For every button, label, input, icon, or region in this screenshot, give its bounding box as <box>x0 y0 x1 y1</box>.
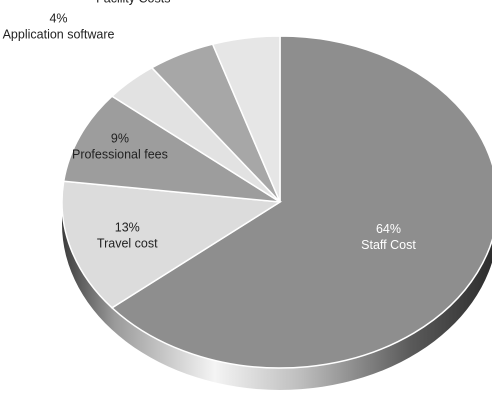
pie-labels: 64% Staff Cost 13% Travel cost 9% Professiona… <box>3 0 417 252</box>
slice-name-label: Professional fees <box>72 148 168 162</box>
slice-name-label: Travel cost <box>97 236 158 250</box>
pie-slices <box>61 35 492 369</box>
pie-slice-other-expenses <box>211 35 281 203</box>
slice-value-label: 64% <box>376 222 401 236</box>
slice-name-label: Application software <box>3 28 115 42</box>
slice-value-label: 13% <box>115 220 140 234</box>
slice-name-label: Staff Cost <box>361 238 416 252</box>
pie-slice-professional-fees <box>62 95 281 203</box>
slice-value-label: 9% <box>111 132 129 146</box>
slice-name-label: Facility Costs <box>96 0 170 6</box>
pie-slice-travel-cost <box>61 180 283 309</box>
slice-value-label: 4% <box>49 12 67 26</box>
pie-slice-staff-cost <box>110 35 492 369</box>
